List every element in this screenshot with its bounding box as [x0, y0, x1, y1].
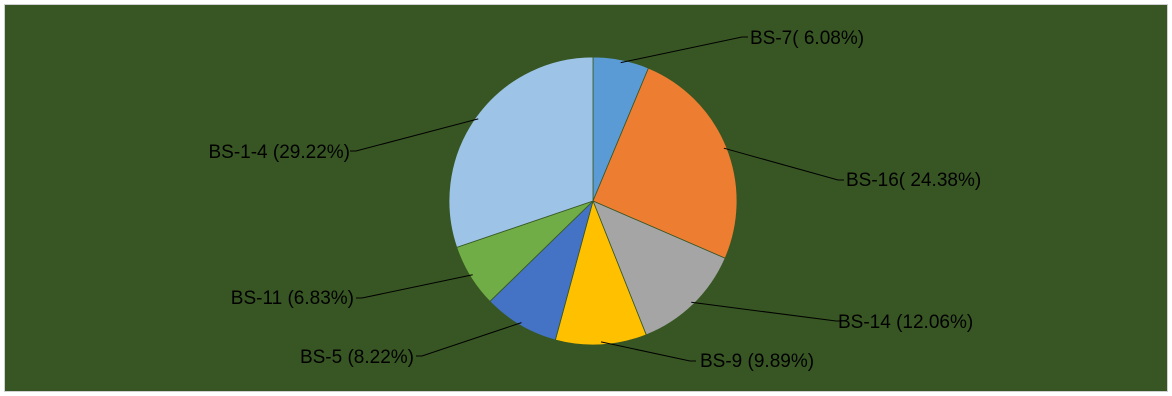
leader-line-bs-9: [600, 341, 696, 362]
leader-line-bs-5: [416, 322, 522, 357]
data-label-bs-1-4: BS-1-4 (29.22%): [208, 142, 350, 163]
pie-slice-bs-14: [592, 200, 726, 336]
leader-line-bs-7: [620, 36, 748, 64]
leader-line-bs-14: [691, 301, 842, 322]
data-label-bs-9: BS-9 (9.89%): [700, 351, 814, 372]
leader-line-bs-1-4: [350, 118, 479, 152]
data-labels: BS-7( 6.08%) BS-16( 24.38%) BS-14 (12.06%)…: [208, 28, 981, 372]
data-label-bs-7: BS-7( 6.08%): [750, 28, 864, 49]
pie-slices: [448, 56, 738, 346]
leader-line-bs-16: [723, 147, 844, 181]
data-label-bs-16: BS-16( 24.38%): [846, 170, 981, 191]
leader-line-bs-11: [356, 274, 473, 299]
leader-lines: [350, 36, 844, 362]
data-label-bs-11: BS-11 (6.83%): [231, 288, 354, 309]
pie-slice-bs-16: [592, 67, 738, 259]
data-label-bs-5: BS-5 (8.22%): [300, 347, 414, 368]
pie-slice-bs-1-4: [448, 56, 594, 248]
data-label-bs-14: BS-14 (12.06%): [838, 312, 973, 333]
pie-slice-bs-9: [554, 199, 647, 346]
